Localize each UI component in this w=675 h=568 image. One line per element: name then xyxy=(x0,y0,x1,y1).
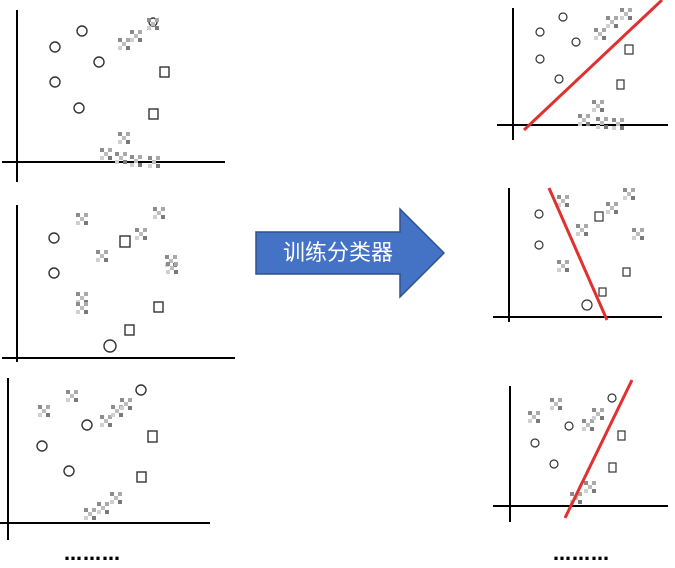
right-classified-panel-1 xyxy=(497,0,668,140)
ellipsis-right: ……… xyxy=(553,544,610,565)
circle-marker xyxy=(607,393,617,403)
circle-marker xyxy=(535,27,545,37)
process-arrow xyxy=(255,207,446,299)
square-marker xyxy=(147,430,158,443)
decision-boundary xyxy=(547,187,609,321)
circle-marker xyxy=(103,339,117,353)
noise-markers xyxy=(578,8,632,130)
circle-marker xyxy=(36,440,48,452)
square-marker xyxy=(622,267,631,277)
square-marker xyxy=(136,471,147,483)
square-marker xyxy=(159,66,170,78)
circle-marker xyxy=(549,459,559,469)
noise-markers xyxy=(76,207,178,314)
noise-markers xyxy=(557,188,644,272)
left-scatter-panel-2 xyxy=(2,205,235,362)
arrow-shape xyxy=(255,207,446,299)
circle-marker xyxy=(48,267,60,279)
square-marker xyxy=(624,44,634,55)
decision-boundary xyxy=(563,379,634,519)
circle-marker xyxy=(564,421,574,431)
ellipsis-left: ……… xyxy=(64,544,121,565)
square-marker xyxy=(119,235,131,248)
circle-marker xyxy=(534,240,544,250)
noise-markers xyxy=(38,390,132,520)
circle-marker xyxy=(554,74,564,84)
circle-marker xyxy=(49,76,61,88)
noise-markers xyxy=(100,18,160,168)
right-classified-panel-2 xyxy=(493,187,662,322)
square-marker xyxy=(594,211,604,222)
arrow-label: 训练分类器 xyxy=(282,241,393,266)
square-marker xyxy=(148,108,159,120)
circle-marker xyxy=(81,419,93,431)
circle-marker xyxy=(581,299,593,311)
left-scatter-panel-3 xyxy=(0,378,210,540)
circle-marker xyxy=(135,384,147,396)
circle-marker xyxy=(558,12,568,22)
left-scatter-panel-1 xyxy=(2,10,225,182)
circle-marker xyxy=(571,37,581,47)
circle-marker xyxy=(48,232,60,244)
circle-marker xyxy=(93,56,105,68)
right-classified-panel-3 xyxy=(493,379,668,522)
circle-marker xyxy=(535,54,545,64)
square-marker xyxy=(617,430,626,441)
square-marker xyxy=(124,324,135,336)
circle-marker xyxy=(63,465,75,477)
square-marker xyxy=(153,301,164,313)
decision-boundary xyxy=(522,0,664,132)
square-marker xyxy=(598,287,607,297)
circle-marker xyxy=(49,41,61,53)
circle-marker xyxy=(534,209,544,219)
circle-marker xyxy=(73,102,85,114)
noise-markers xyxy=(528,398,604,504)
circle-marker xyxy=(530,438,540,448)
circle-marker xyxy=(76,25,88,37)
square-marker xyxy=(616,79,625,90)
square-marker xyxy=(608,462,617,473)
